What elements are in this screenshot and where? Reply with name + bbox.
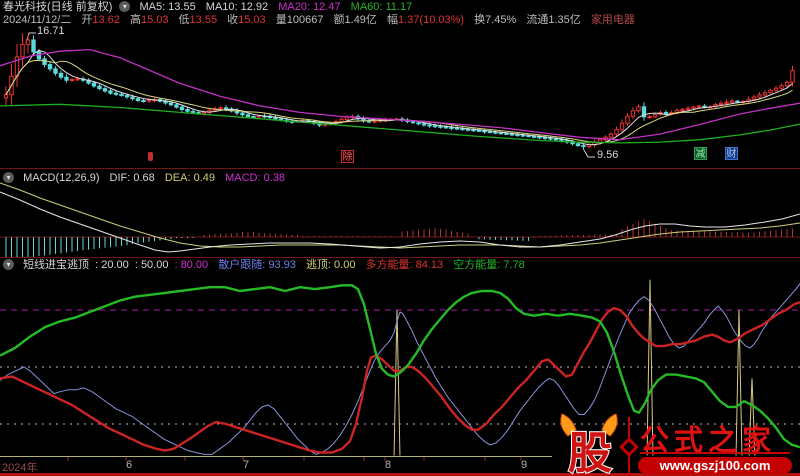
high-price-label: 16.71	[37, 25, 65, 37]
alert-marker-icon[interactable]	[148, 152, 153, 161]
open-label: 开	[81, 14, 93, 26]
collapse-icon[interactable]: ▾	[119, 1, 131, 12]
amount-value: 1.49亿	[344, 14, 377, 26]
low-label: 低	[178, 14, 190, 26]
close-label: 收	[227, 14, 239, 26]
stock-header-line1: 春光科技(日线 前复权) ▾ MA5: 13.55 MA10: 12.92 MA2…	[3, 1, 419, 14]
ma10-value: MA10: 12.92	[205, 1, 269, 13]
indicator-param-50: : 50.00	[134, 259, 169, 271]
dea-value: DEA: 0.49	[164, 172, 215, 184]
industry-tag[interactable]: 家用电器	[590, 14, 635, 26]
indicator-title[interactable]: 短线进宝逃顶	[23, 259, 90, 271]
ma20-value: MA20: 12.47	[278, 1, 341, 13]
bottom-edge-line	[0, 473, 800, 476]
watermark: 股 公式之家 www.gszj100.com	[548, 408, 800, 476]
macd-chart[interactable]	[0, 182, 800, 261]
bull-energy-value: 多方能量: 84.13	[365, 259, 444, 271]
high-value: 15.03	[140, 14, 169, 26]
collapse-icon[interactable]: ▾	[3, 172, 14, 183]
ma5-value: MA5: 13.55	[139, 1, 196, 13]
bull-logo-icon: 股	[560, 413, 618, 476]
indicator-header: ▾ 短线进宝逃顶 : 20.00 : 50.00 : 80.00 散户跟随: 9…	[3, 259, 532, 272]
axis-month-label: 6	[126, 459, 133, 471]
escape-top-value: 逃顶: 0.00	[305, 259, 356, 271]
stock-header-line2: 2024/11/12/二 开13.62 高15.03 低13.55 收15.03…	[3, 14, 635, 27]
retail-follow-value: 散户跟随: 93.93	[218, 259, 296, 271]
low-value: 13.55	[189, 14, 218, 26]
close-value: 15.03	[238, 14, 266, 26]
axis-month-label: 7	[243, 459, 250, 471]
volume-value: 100667	[286, 14, 324, 26]
ex-rights-marker-icon[interactable]: 除	[341, 150, 354, 163]
amplitude-label: 幅	[387, 14, 398, 26]
open-value: 13.62	[92, 14, 120, 26]
finance-report-marker-icon[interactable]: 财	[725, 147, 738, 160]
float-shares-value: 流通1.35亿	[526, 14, 581, 26]
axis-month-label: 9	[521, 459, 528, 471]
axis-year-label: 2024年	[2, 462, 38, 474]
candlestick-chart[interactable]	[0, 33, 800, 150]
macd-header: ▾ MACD(12,26,9) DIF: 0.68 DEA: 0.49 MACD…	[3, 172, 292, 185]
amount-label: 额	[333, 14, 345, 26]
macd-title[interactable]: MACD(12,26,9)	[23, 172, 100, 184]
indicator-chart[interactable]	[0, 279, 800, 458]
watermark-brand: 公式之家	[640, 425, 777, 457]
amplitude-value: 1.37(10.03%)	[398, 14, 465, 26]
dif-value: DIF: 0.68	[109, 172, 155, 184]
stock-title[interactable]: 春光科技(日线 前复权)	[3, 1, 113, 13]
indicator-param-20: : 20.00	[95, 259, 129, 271]
time-axis-ticks	[67, 457, 522, 461]
turnover-value: 换7.45%	[474, 14, 517, 26]
watermark-rule	[640, 452, 790, 454]
quote-date: 2024/11/12/二	[3, 14, 72, 26]
indicator-param-80: : 80.00	[174, 259, 209, 271]
ma60-value: MA60: 11.17	[350, 1, 413, 13]
high-label: 高	[129, 14, 141, 26]
watermark-url[interactable]: www.gszj100.com	[638, 457, 792, 474]
macd-value: MACD: 0.38	[225, 172, 285, 184]
time-axis: 2024年 6 7 8 9	[0, 459, 560, 474]
panel-separators	[0, 168, 800, 457]
collapse-icon[interactable]: ▾	[3, 259, 14, 270]
bear-energy-value: 空方能量: 7.78	[453, 259, 525, 271]
volume-label: 量	[275, 14, 287, 26]
low-price-label: 9.56	[597, 149, 619, 161]
axis-month-label: 8	[385, 459, 392, 471]
logo-character: 股	[568, 429, 612, 476]
share-reduction-marker-icon[interactable]: 减	[694, 147, 707, 160]
